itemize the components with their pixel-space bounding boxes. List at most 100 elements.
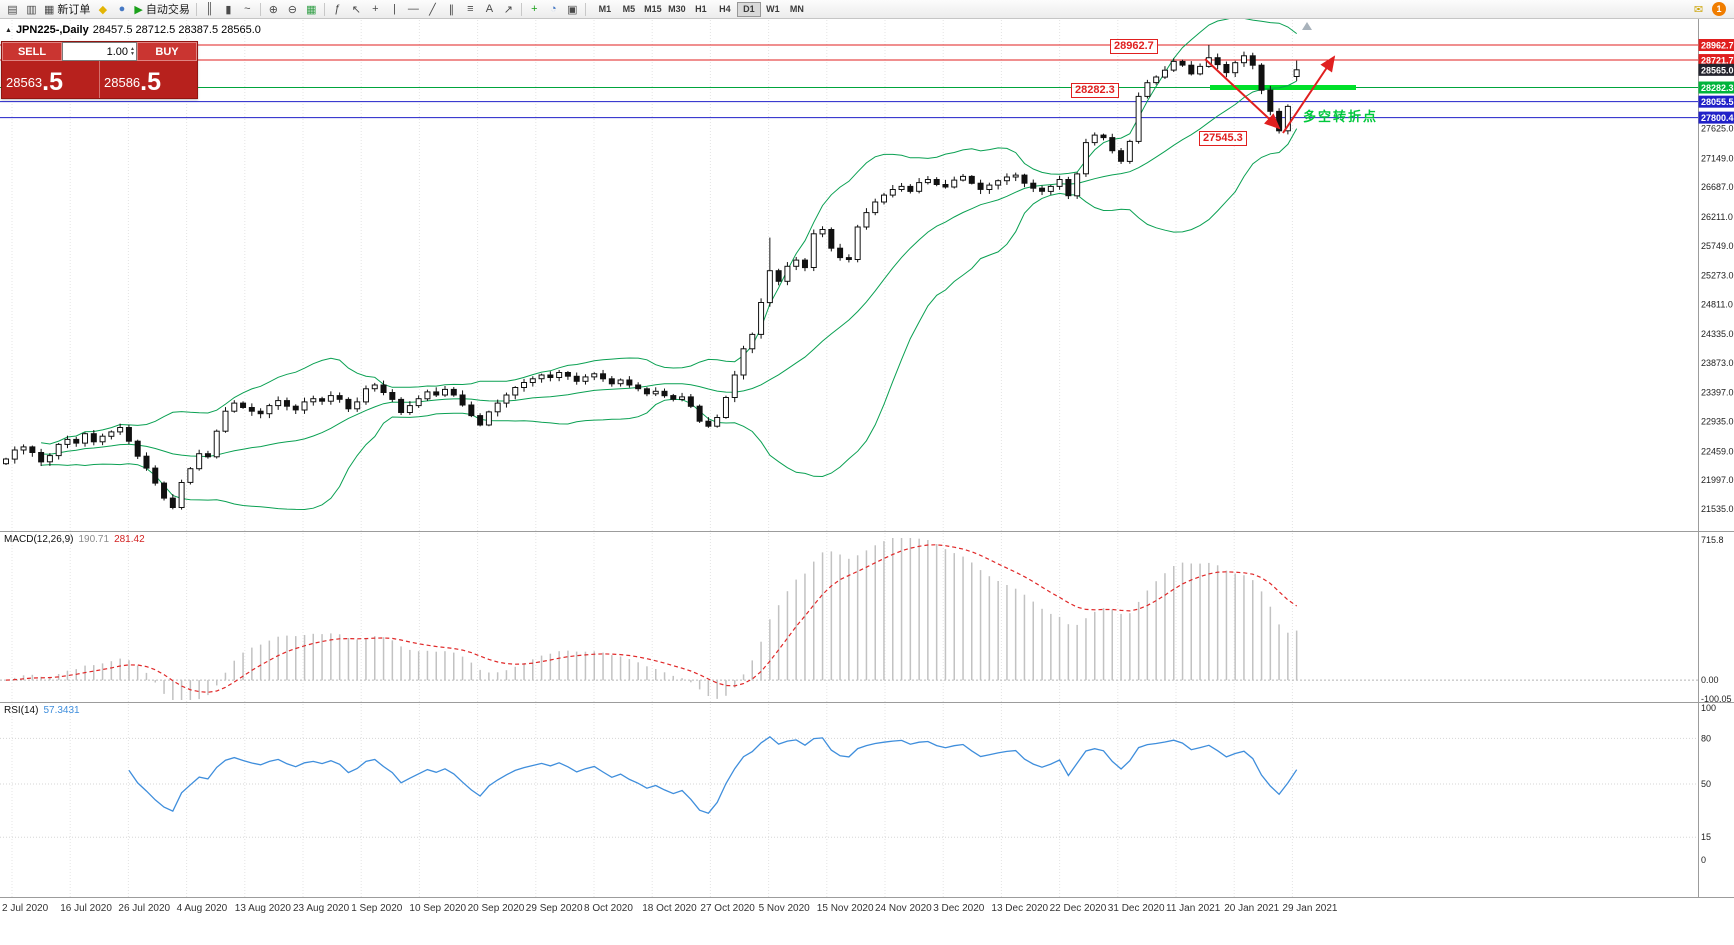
candlestick-mode-icon[interactable]: ▮ (219, 1, 238, 18)
market-watch-icon[interactable]: ● (112, 1, 131, 18)
timeframe-m15[interactable]: M15 (644, 4, 662, 14)
volume-spinner[interactable]: ▲ ▼ (130, 45, 135, 57)
macd-signal-value: 281.42 (114, 534, 145, 545)
zoom-in-icon[interactable]: ⊕ (264, 1, 283, 18)
timeframe-mn[interactable]: MN (789, 4, 804, 14)
notification-badge[interactable]: 1 (1712, 2, 1726, 16)
toolbar-separator (323, 2, 325, 16)
channel-icon[interactable]: ∥ (442, 1, 461, 18)
cursor-icon[interactable]: ↖ (347, 1, 366, 18)
auto-trading-button[interactable]: ▶ 自动交易 (131, 1, 192, 18)
horizontal-line-icon[interactable]: — (404, 1, 423, 18)
indicators-icon-glyph-icon: ƒ (334, 3, 341, 15)
sell-price-display: 28563.5 (6, 68, 64, 96)
date-axis-label: 5 Nov 2020 (759, 903, 811, 914)
bar-chart-mode-icon[interactable]: ║ (200, 1, 219, 18)
sell-button[interactable]: SELL (2, 42, 62, 61)
zoom-out-icon[interactable]: ⊖ (283, 1, 302, 18)
price-annotation[interactable]: 27545.3 (1199, 131, 1247, 146)
timeframe-d1[interactable]: D1 (736, 1, 761, 17)
bar-chart-mode-icon-glyph-icon: ║ (205, 3, 214, 15)
rsi-label: RSI(14) 57.3431 (4, 705, 80, 716)
horizontal-line-icon-glyph-icon: — (407, 3, 419, 15)
note-text[interactable]: 多空转折点 (1303, 109, 1379, 124)
grid-layer: 2 Jul 2020 16 Jul 2020 26 Jul 2020 4 Aug 20… (2, 20, 1338, 914)
panel-separators (0, 19, 1734, 898)
arrows-icon[interactable]: ↗ (499, 1, 518, 18)
price-axis: 27625.0 27149.0 26687.0 26211.0 25749.0 25273… (1698, 39, 1734, 514)
macd-name: MACD(12,26,9) (4, 534, 74, 545)
trendline-icon[interactable]: ╱ (423, 1, 442, 18)
timeframe-m5[interactable]: M5 (622, 4, 636, 14)
date-axis-label: 10 Sep 2020 (409, 903, 466, 914)
crosshair-icon[interactable]: + (366, 1, 385, 18)
line-chart-mode-icon[interactable]: ~ (238, 1, 257, 18)
date-axis-label: 13 Dec 2020 (991, 903, 1048, 914)
price-line-label: 27800.4 (1701, 113, 1734, 123)
buy-button[interactable]: BUY (137, 42, 197, 61)
date-axis-label: 24 Nov 2020 (875, 903, 932, 914)
mail-icon[interactable]: ✉ (1693, 3, 1704, 16)
new-chart-icon[interactable]: ▤ (3, 1, 22, 18)
new-order-button-label: 新订单 (57, 4, 91, 16)
cursor-icon-glyph-icon: ↖ (351, 3, 361, 16)
buy-price-display: 28586.5 (99, 61, 197, 98)
timeframe-w1[interactable]: W1 (766, 4, 780, 14)
price-annotation[interactable]: 28962.7 (1110, 39, 1158, 54)
trend-arrows (1204, 22, 1336, 134)
rsi-layer (0, 735, 1698, 838)
rsi-axis-label: 0 (1701, 855, 1706, 865)
date-axis-label: 23 Aug 2020 (293, 903, 350, 914)
date-axis-label: 3 Dec 2020 (933, 903, 985, 914)
date-axis-label: 20 Sep 2020 (468, 903, 525, 914)
timeframe-h1[interactable]: H1 (695, 4, 707, 14)
price-axis-tick: 24335.0 (1701, 329, 1734, 339)
price-line-label: 28282.3 (1701, 83, 1734, 93)
template-icon[interactable]: ▣ (563, 1, 582, 18)
auto-trading-glyph-icon: ▶ (134, 3, 143, 16)
rsi-axis-label: 80 (1701, 733, 1711, 743)
price-axis-tick: 27149.0 (1701, 153, 1734, 163)
trendline-icon-glyph-icon: ╱ (429, 3, 436, 16)
new-chart-icon-glyph-icon: ▤ (7, 3, 18, 16)
candles-layer (3, 45, 1300, 510)
metaeditor-icon-glyph-icon: ◆ (98, 3, 108, 16)
macd-axis: 715.8 0.00 -100.05 (1701, 535, 1732, 704)
volume-down-icon[interactable]: ▼ (130, 50, 135, 57)
new-order-button[interactable]: ▦ 新订单 (41, 1, 93, 18)
price-axis-tick: 26211.0 (1701, 212, 1733, 222)
metaeditor-icon[interactable]: ◆ (93, 1, 112, 18)
vertical-line-icon[interactable]: | (385, 1, 404, 18)
chart-ohlc-values: 28457.5 28712.5 28387.5 28565.0 (92, 24, 261, 36)
timeframe-h4[interactable]: H4 (719, 4, 731, 14)
tile-windows-icon[interactable]: ▦ (302, 1, 321, 18)
date-axis-label: 29 Sep 2020 (526, 903, 583, 914)
text-label-icon[interactable]: A (480, 1, 499, 18)
add-indicator-icon[interactable]: + (525, 1, 544, 18)
horizontal-lines-layer (0, 44, 1698, 119)
template-icon-glyph-icon: ▣ (567, 3, 578, 16)
indicators-icon[interactable]: ƒ (328, 1, 347, 18)
price-axis-tick: 21997.0 (1701, 475, 1734, 485)
price-axis-tick: 24811.0 (1701, 299, 1733, 309)
volume-value: 1.00 (106, 45, 129, 58)
trend-arrow (1204, 58, 1281, 130)
toolbar-separator (195, 2, 197, 16)
timeframe-m30[interactable]: M30 (668, 4, 686, 14)
macd-label: MACD(12,26,9) 190.71 281.42 (4, 534, 145, 545)
rsi-axis-label: 100 (1701, 703, 1716, 713)
timeframe-group: M1 M5 M15 M30 H1 H4 D1 W1 MN (593, 1, 809, 17)
fibonacci-icon[interactable]: ≡ (461, 1, 480, 18)
chart-profiles-icon[interactable]: ▥ (22, 1, 41, 18)
timeframe-m1[interactable]: M1 (598, 4, 612, 14)
rsi-axis: 100 80 50 15 0 (1701, 703, 1716, 865)
volume-input[interactable]: 1.00 ▲ ▼ (62, 42, 137, 61)
date-axis-label: 2 Jul 2020 (2, 903, 49, 914)
price-axis-tick: 22459.0 (1701, 446, 1734, 456)
price-annotation[interactable]: 28282.3 (1071, 83, 1119, 98)
one-click-panel-toggle[interactable]: ▲ (5, 26, 12, 34)
macd-layer (0, 538, 1698, 700)
period-dropdown-icon[interactable]: ◔ (544, 1, 563, 18)
volume-up-icon[interactable]: ▲ (130, 45, 135, 52)
